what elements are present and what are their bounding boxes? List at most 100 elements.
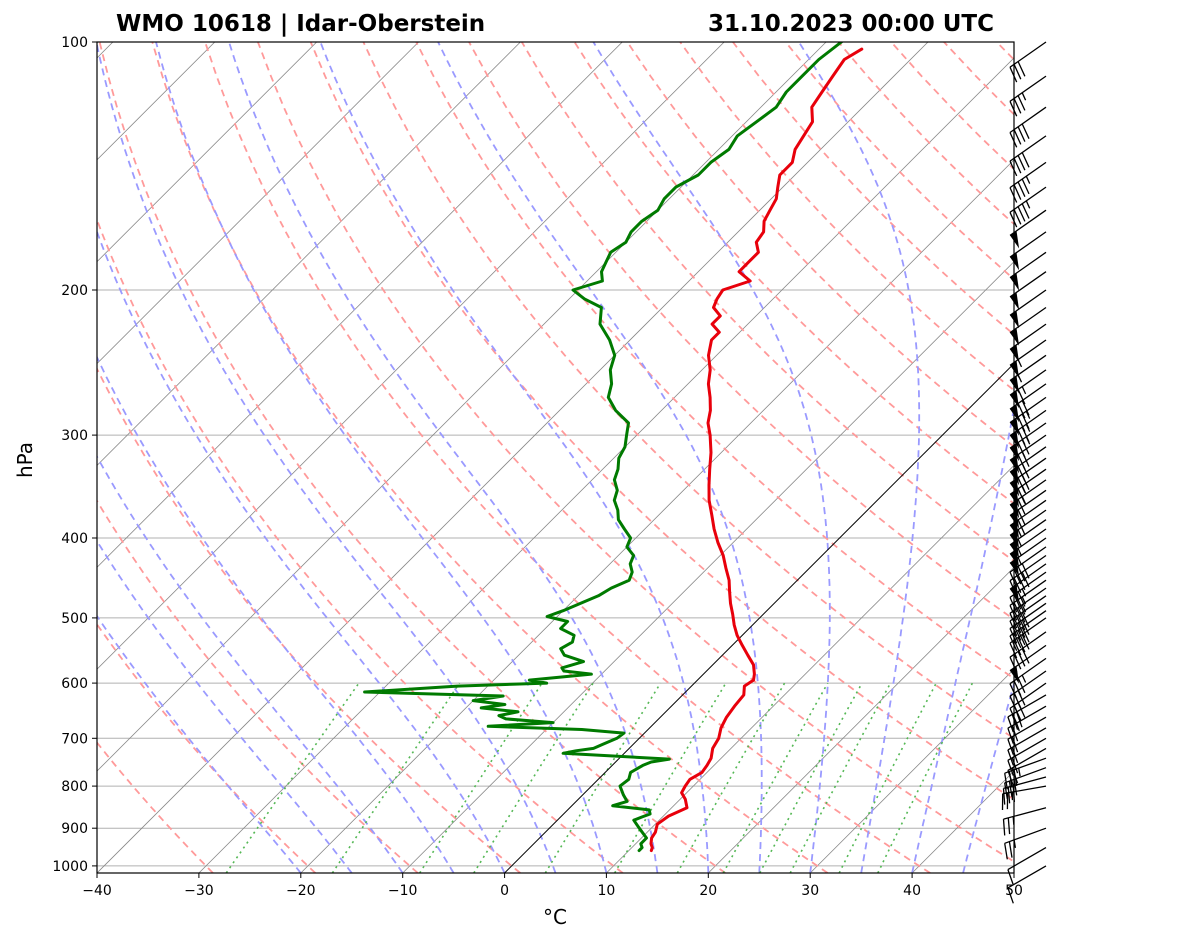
wind-barb-full-feather [1017,622,1026,638]
wind-barb [1007,847,1047,886]
dry-adiabat-line [309,42,1014,801]
dry-adiabat-line [204,42,931,873]
isotherm-line [198,57,1014,873]
wind-barb-full-feather [1011,725,1019,742]
wind-barb-full-feather [1007,817,1011,835]
wind-barb-pennant [1010,404,1020,423]
wind-barb-pennant [1010,443,1020,462]
x-tick-label: −20 [286,883,316,899]
wind-barb-pennant [1010,292,1020,310]
wind-barb-pennant [1010,455,1020,474]
wind-barb-full-feather [1021,627,1030,643]
chart-title-time: 31.10.2023 00:00 UTC [708,11,994,37]
wind-barb-half-feather [1012,816,1015,825]
wind-barb-full-feather [1013,98,1022,114]
moist-adiabat-line [97,539,353,873]
wind-barb-half-feather [1017,538,1023,547]
isotherm-line [97,42,419,365]
dry-adiabat-line [151,42,829,873]
isotherm-line [97,42,623,568]
wind-barb-staff [1007,865,1047,889]
wind-barb-full-feather [1011,757,1019,774]
wind-barb-full-feather [1008,780,1013,798]
wind-barb-half-feather [1017,548,1023,557]
wind-barb-full-feather [1017,389,1026,405]
profile-lines [363,42,864,853]
wind-barb-full-feather [1021,152,1030,168]
wind-barb-full-feather [1017,574,1026,591]
wind-barb-full-feather [1021,123,1030,139]
y-tick-label: 1000 [52,859,88,875]
dry-adiabat-line [732,42,1014,336]
wind-barb [1007,716,1047,755]
wind-barb-staff [1009,602,1047,630]
wind-barb-staff [1007,694,1047,718]
wind-barb-half-feather [1025,175,1031,184]
wind-barb-full-feather [1017,637,1026,653]
zero-isotherm-line [504,362,1014,873]
wind-barb-staff [1009,135,1047,162]
wind-barb [1007,865,1047,904]
wind-barb-full-feather [1009,597,1018,613]
wind-barb-full-feather [1011,747,1019,764]
wind-barb-full-feather [1011,767,1019,784]
wind-barb-full-feather [1021,203,1030,219]
x-tick-label: 0 [500,883,509,899]
moist-adiabat-line [97,355,455,873]
wind-barb [1009,602,1047,644]
wind-barb-full-feather [1011,714,1019,730]
wind-barb [1009,75,1047,117]
x-tick-label: 10 [597,883,615,899]
wind-barb-full-feather [1021,648,1030,664]
wind-barb-half-feather [1018,767,1021,777]
dry-adiabat-line [415,42,1014,680]
wind-barb-full-feather [1013,569,1022,585]
moist-adiabat-line [798,42,921,873]
mixing-ratio-line [544,682,662,873]
dry-adiabat-line [679,42,1014,392]
wind-barb-full-feather [1017,488,1026,504]
isotherm-line [606,464,1014,873]
wind-barb-staff [1009,396,1047,424]
wind-barb-full-feather [1021,413,1030,430]
wind-barb-full-feather [1002,819,1006,836]
mixing-ratio-line [473,682,594,873]
moist-adiabat-line [962,680,1014,873]
wind-barb-half-feather [1021,674,1027,683]
y-tick-label: 200 [61,283,88,299]
wind-barb [1009,186,1047,228]
wind-barb-pennant [1010,500,1020,519]
wind-barb-half-feather [1021,604,1027,613]
wind-barb-full-feather [1009,160,1018,177]
dry-adiabat-line [97,217,624,873]
x-tick-label: 30 [801,883,819,899]
wind-barb-pennant [1010,230,1020,249]
wind-barb-staff [1003,807,1047,820]
wind-barb-full-feather [1009,605,1018,621]
y-tick-label: 700 [61,731,88,747]
moist-adiabat-line [319,42,710,873]
wind-barb-pennant [1010,418,1020,436]
wind-barb-staff [1009,595,1047,622]
y-tick-label: 300 [61,428,88,444]
wind-barb-full-feather [1007,869,1014,886]
isotherm-line [97,42,317,263]
wind-barb-pennant [1010,666,1020,684]
wind-barb-pennant [1010,510,1020,529]
wind-barb-pennant [1010,328,1020,346]
wind-barb [1009,644,1047,684]
x-axis: −40 −30 −20 −10 0 10 20 30 40 50 [82,873,1023,899]
wind-barb [1009,657,1047,699]
wind-barb-full-feather [1013,129,1022,145]
wind-barb-pennant [1010,344,1020,363]
isotherm-line [97,42,521,466]
wind-barb-staff [1007,727,1047,751]
wind-barb-full-feather [1013,625,1022,641]
wind-barb-full-feather [1009,132,1018,148]
wind-barb [1007,694,1047,733]
wind-barb-full-feather [1012,785,1016,803]
dry-adiabat-line [626,42,1014,448]
isotherm-line [97,42,929,873]
wind-barb-staff [1009,383,1047,410]
wind-barb-full-feather [1004,773,1008,790]
